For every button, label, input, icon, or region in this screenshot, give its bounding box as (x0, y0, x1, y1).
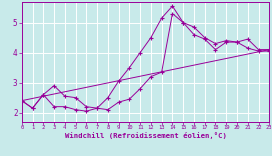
X-axis label: Windchill (Refroidissement éolien,°C): Windchill (Refroidissement éolien,°C) (64, 132, 227, 139)
